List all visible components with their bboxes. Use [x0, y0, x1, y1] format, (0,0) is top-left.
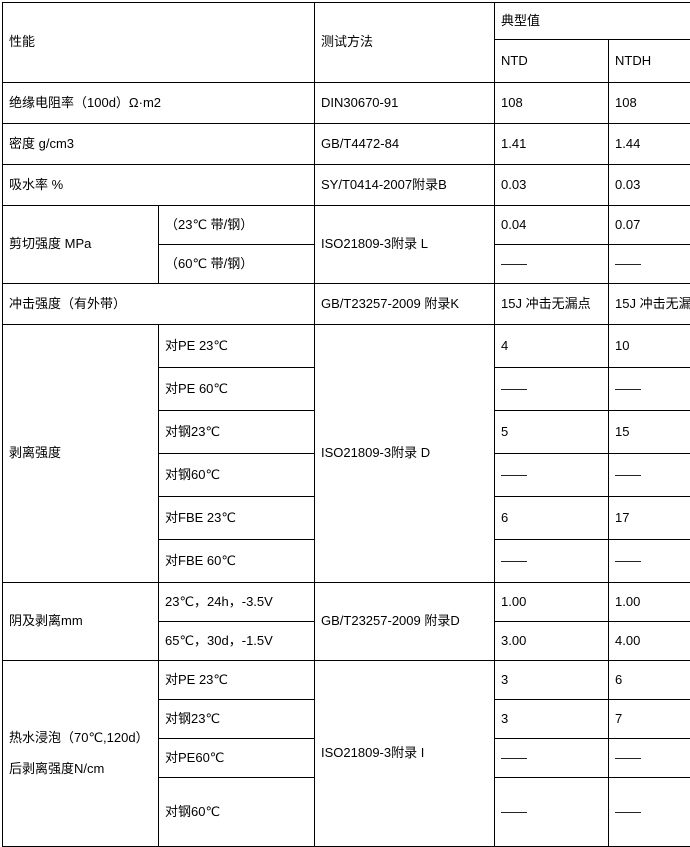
subrow-condition: 23℃，24h，-3.5V — [159, 583, 315, 622]
subrow-ntd-value: 3.00 — [495, 622, 609, 661]
subrow-ntd-value: 6 — [495, 497, 609, 540]
subrow-ntd-value: 4 — [495, 325, 609, 368]
subrow-ntd-value: —— — [495, 454, 609, 497]
row-method: SY/T0414-2007附录B — [315, 165, 495, 206]
header-test-method: 测试方法 — [315, 3, 495, 83]
spec-table-sheet: 性能 测试方法 典型值 NTD NTDH 绝缘电阻率（100d）Ω·m2 DIN… — [0, 2, 690, 737]
table-row: 吸水率 % SY/T0414-2007附录B 0.03 0.03 — [3, 165, 690, 206]
subrow-ntdh-value: 0.07 — [609, 206, 690, 245]
header-typical-value: 典型值 — [495, 3, 690, 40]
subrow-ntdh-value: 17 — [609, 497, 690, 540]
subrow-condition: 65℃，30d，-1.5V — [159, 622, 315, 661]
subrow-condition: （23℃ 带/钢） — [159, 206, 315, 245]
row-ntdh-value: 15J 冲击无漏点 — [609, 284, 690, 325]
group-performance-hotwater-line1: 热水浸泡（70℃,120d） — [9, 730, 153, 746]
subrow-condition: 对FBE 23℃ — [159, 497, 315, 540]
subrow-ntdh-value: 4.00 — [609, 622, 690, 661]
row-ntd-value: 108 — [495, 83, 609, 124]
row-performance: 绝缘电阻率（100d）Ω·m2 — [3, 83, 315, 124]
subrow-condition: 对PE60℃ — [159, 739, 315, 778]
row-performance: 密度 g/cm3 — [3, 124, 315, 165]
table-row: 密度 g/cm3 GB/T4472-84 1.41 1.44 — [3, 124, 690, 165]
group-performance-cathodic: 阴及剥离mm — [3, 583, 159, 661]
group-method-hotwater: ISO21809-3附录 I — [315, 661, 495, 847]
subrow-ntd-value: —— — [495, 739, 609, 778]
subrow-condition: 对钢60℃ — [159, 778, 315, 847]
subrow-condition: 对钢23℃ — [159, 700, 315, 739]
subrow-ntdh-value: —— — [609, 454, 690, 497]
group-performance-hotwater-line2: 后剥离强度N/cm — [9, 761, 153, 777]
subrow-condition: 对钢23℃ — [159, 411, 315, 454]
subrow-ntdh-value: —— — [609, 245, 690, 284]
row-ntd-value: 0.03 — [495, 165, 609, 206]
row-performance-impact: 冲击强度（有外带） — [3, 284, 315, 325]
subrow-ntdh-value: —— — [609, 739, 690, 778]
row-ntd-value: 1.41 — [495, 124, 609, 165]
group-performance-peel: 剥离强度 — [3, 325, 159, 583]
subrow-ntd-value: 0.04 — [495, 206, 609, 245]
subrow-ntd-value: —— — [495, 245, 609, 284]
header-ntdh: NTDH — [609, 40, 690, 83]
header-ntd: NTD — [495, 40, 609, 83]
subrow-condition: 对FBE 60℃ — [159, 540, 315, 583]
subrow-condition: 对PE 23℃ — [159, 325, 315, 368]
subrow-ntd-value: —— — [495, 778, 609, 847]
table-row: 绝缘电阻率（100d）Ω·m2 DIN30670-91 108 108 — [3, 83, 690, 124]
group-method-peel: ISO21809-3附录 D — [315, 325, 495, 583]
row-ntdh-value: 1.44 — [609, 124, 690, 165]
subrow-ntdh-value: 7 — [609, 700, 690, 739]
subrow-ntdh-value: 10 — [609, 325, 690, 368]
table-header-row-top: 性能 测试方法 典型值 — [3, 3, 690, 40]
row-ntdh-value: 0.03 — [609, 165, 690, 206]
row-method: GB/T4472-84 — [315, 124, 495, 165]
subrow-ntd-value: —— — [495, 368, 609, 411]
group-performance-hotwater: 热水浸泡（70℃,120d） 后剥离强度N/cm — [3, 661, 159, 847]
subrow-ntdh-value: —— — [609, 778, 690, 847]
group-performance-shear: 剪切强度 MPa — [3, 206, 159, 284]
table-row-hotwater-pe23: 热水浸泡（70℃,120d） 后剥离强度N/cm 对PE 23℃ ISO2180… — [3, 661, 690, 700]
subrow-condition: 对PE 60℃ — [159, 368, 315, 411]
subrow-ntd-value: 3 — [495, 661, 609, 700]
row-ntdh-value: 108 — [609, 83, 690, 124]
subrow-ntd-value: 5 — [495, 411, 609, 454]
subrow-ntdh-value: 15 — [609, 411, 690, 454]
row-method-impact: GB/T23257-2009 附录K — [315, 284, 495, 325]
subrow-ntd-value: 3 — [495, 700, 609, 739]
subrow-ntdh-value: 6 — [609, 661, 690, 700]
subrow-ntdh-value: —— — [609, 540, 690, 583]
subrow-condition: 对钢60℃ — [159, 454, 315, 497]
row-performance: 吸水率 % — [3, 165, 315, 206]
row-ntd-value: 15J 冲击无漏点 — [495, 284, 609, 325]
header-performance: 性能 — [3, 3, 315, 83]
row-method: DIN30670-91 — [315, 83, 495, 124]
subrow-ntdh-value: 1.00 — [609, 583, 690, 622]
group-method-cathodic: GB/T23257-2009 附录D — [315, 583, 495, 661]
subrow-condition: （60℃ 带/钢） — [159, 245, 315, 284]
table-row-cathodic-23c: 阴及剥离mm 23℃，24h，-3.5V GB/T23257-2009 附录D … — [3, 583, 690, 622]
table-row-shear-23c: 剪切强度 MPa （23℃ 带/钢） ISO21809-3附录 L 0.04 0… — [3, 206, 690, 245]
subrow-ntdh-value: —— — [609, 368, 690, 411]
subrow-ntd-value: 1.00 — [495, 583, 609, 622]
subrow-ntd-value: —— — [495, 540, 609, 583]
table-row-peel-pe23: 剥离强度 对PE 23℃ ISO21809-3附录 D 4 10 — [3, 325, 690, 368]
table-row-impact: 冲击强度（有外带） GB/T23257-2009 附录K 15J 冲击无漏点 1… — [3, 284, 690, 325]
subrow-condition: 对PE 23℃ — [159, 661, 315, 700]
group-method-shear: ISO21809-3附录 L — [315, 206, 495, 284]
